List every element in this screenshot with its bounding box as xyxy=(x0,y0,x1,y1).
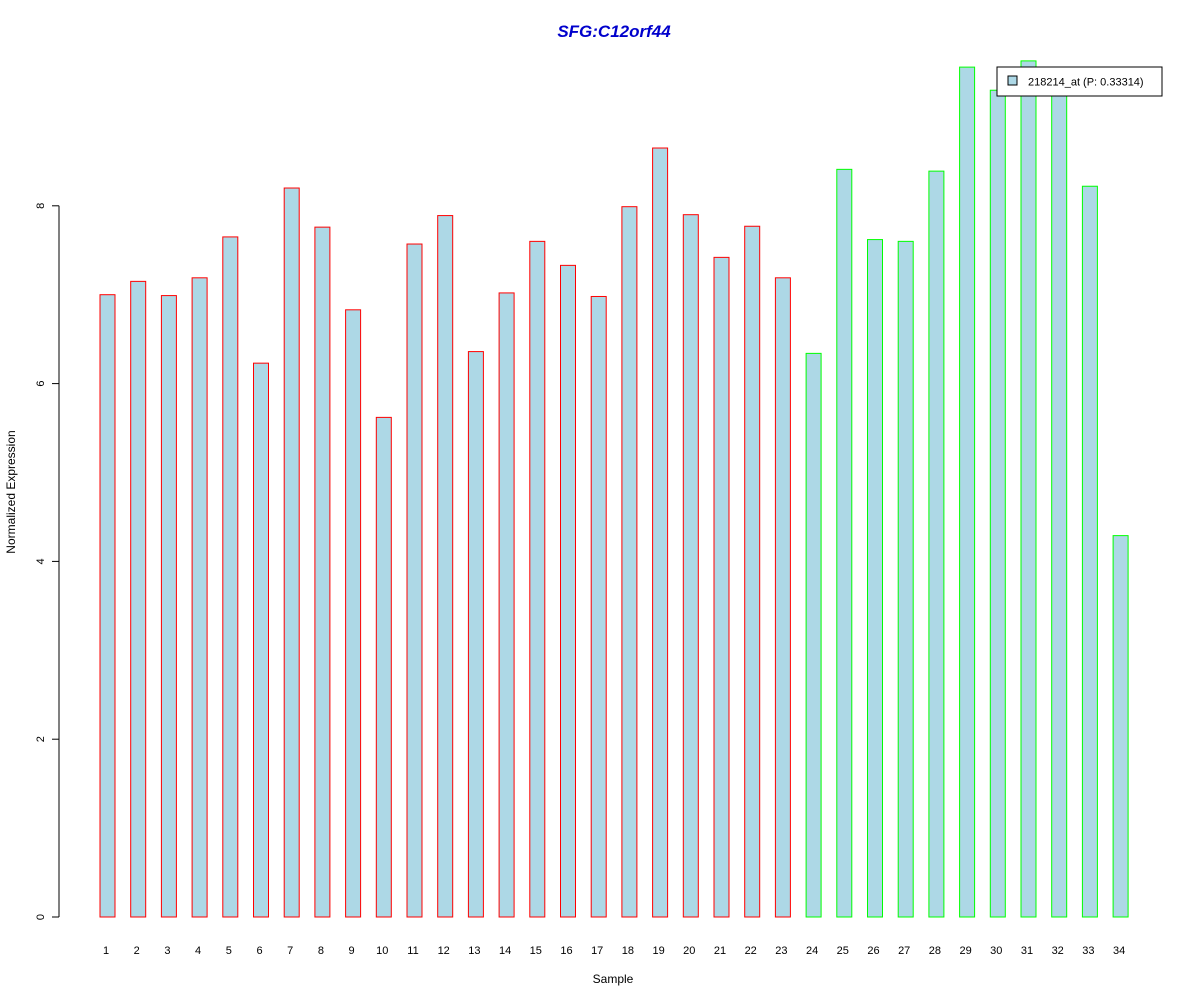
bar xyxy=(314,226,331,918)
x-tick-label: 5 xyxy=(226,945,232,957)
bar xyxy=(713,256,730,918)
bar xyxy=(99,294,116,918)
bar xyxy=(253,362,269,918)
bar xyxy=(406,243,423,918)
x-tick-label: 3 xyxy=(164,945,170,957)
chart-title: SFG:C12orf44 xyxy=(557,22,671,41)
y-tick-label: 2 xyxy=(35,736,47,742)
bar xyxy=(928,170,945,918)
x-tick-label: 34 xyxy=(1113,945,1125,957)
x-tick-label: 27 xyxy=(898,945,910,957)
x-tick-label: 16 xyxy=(560,945,572,957)
x-tick-label: 33 xyxy=(1082,945,1094,957)
y-tick-label: 0 xyxy=(35,914,47,920)
x-tick-label: 32 xyxy=(1052,945,1064,957)
bar xyxy=(621,206,638,918)
legend: 218214_at (P: 0.33314) xyxy=(996,66,1163,97)
y-tick-label: 4 xyxy=(35,558,47,564)
y-tick-label: 6 xyxy=(35,381,47,387)
bar xyxy=(897,240,914,918)
x-tick-label: 10 xyxy=(376,945,388,957)
bar xyxy=(989,89,1006,918)
bar xyxy=(1051,89,1068,918)
x-tick-label: 19 xyxy=(652,945,664,957)
x-tick-label: 9 xyxy=(349,945,355,957)
bar xyxy=(836,168,853,918)
bar xyxy=(560,264,576,918)
x-tick-label: 18 xyxy=(622,945,634,957)
x-tick-label: 20 xyxy=(683,945,695,957)
bar xyxy=(1081,185,1098,918)
x-tick-label: 13 xyxy=(468,945,480,957)
bar xyxy=(191,277,208,918)
bar xyxy=(652,147,669,918)
x-tick-label: 4 xyxy=(195,945,201,957)
x-tick-label: 31 xyxy=(1021,945,1033,957)
bar xyxy=(283,187,300,918)
x-tick-label: 1 xyxy=(103,945,109,957)
x-tick-label: 12 xyxy=(438,945,450,957)
y-axis-label: Normalized Expression xyxy=(4,430,18,553)
bar xyxy=(1020,60,1037,918)
bar xyxy=(590,295,607,918)
x-tick-label: 25 xyxy=(837,945,849,957)
x-tick-label: 30 xyxy=(990,945,1002,957)
x-tick-label: 22 xyxy=(745,945,757,957)
legend-box xyxy=(996,66,1163,97)
x-tick-label: 15 xyxy=(530,945,542,957)
x-tick-label: 21 xyxy=(714,945,726,957)
y-axis: 0 2 4 6 8 xyxy=(35,203,60,920)
bar xyxy=(744,225,761,918)
legend-label: 218214_at (P: 0.33314) xyxy=(1028,77,1144,89)
y-tick-label: 8 xyxy=(35,203,47,209)
bars-group xyxy=(99,60,1129,918)
bar xyxy=(437,215,454,918)
x-tick-label: 28 xyxy=(929,945,941,957)
bar xyxy=(222,236,239,918)
x-tick-labels: 1 2 3 4 5 6 7 8 9 10 11 12 13 14 15 16 17 18 19 20 21 22 23 24 2… xyxy=(103,945,1125,957)
x-tick-label: 24 xyxy=(806,945,818,957)
bar xyxy=(130,280,147,918)
x-tick-label: 6 xyxy=(256,945,262,957)
x-tick-label: 29 xyxy=(959,945,971,957)
bar xyxy=(805,352,822,918)
x-tick-label: 14 xyxy=(499,945,511,957)
x-tick-label: 7 xyxy=(287,945,293,957)
x-axis-label: Sample xyxy=(593,972,634,986)
x-tick-label: 26 xyxy=(867,945,879,957)
x-tick-label: 17 xyxy=(591,945,603,957)
bar xyxy=(959,66,976,918)
bar xyxy=(529,240,546,918)
bar xyxy=(345,309,362,918)
x-tick-label: 11 xyxy=(407,945,418,957)
bar xyxy=(682,214,699,918)
bar xyxy=(467,351,484,918)
bar xyxy=(375,416,392,918)
x-tick-label: 8 xyxy=(318,945,324,957)
bar xyxy=(867,239,883,918)
bar xyxy=(1112,535,1129,918)
bar xyxy=(774,277,791,918)
x-tick-label: 2 xyxy=(134,945,140,957)
bar xyxy=(160,295,177,918)
legend-swatch xyxy=(1007,75,1018,86)
bar xyxy=(498,292,515,918)
x-tick-label: 23 xyxy=(775,945,787,957)
